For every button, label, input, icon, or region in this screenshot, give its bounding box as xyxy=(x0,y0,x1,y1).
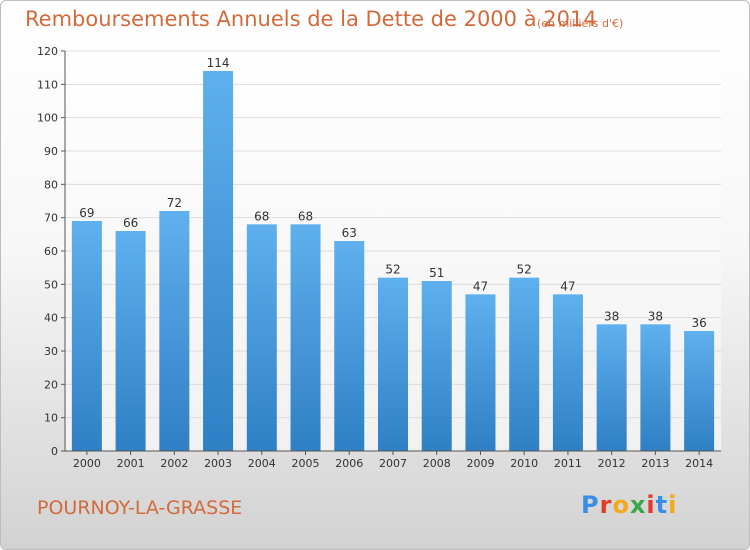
bar xyxy=(159,211,190,451)
bar-value-label: 38 xyxy=(648,309,663,323)
x-tick-label: 2008 xyxy=(423,457,451,470)
x-tick-label: 2002 xyxy=(160,457,188,470)
bar-value-label: 66 xyxy=(123,216,138,230)
y-tick-label: 120 xyxy=(37,45,58,58)
bar-value-label: 47 xyxy=(560,279,575,293)
x-tick-label: 2014 xyxy=(685,457,713,470)
bar-value-label: 52 xyxy=(517,263,532,277)
y-tick-label: 20 xyxy=(44,378,58,391)
y-tick-label: 110 xyxy=(37,78,58,91)
y-tick-label: 60 xyxy=(44,245,58,258)
x-tick-label: 2003 xyxy=(204,457,232,470)
y-tick-label: 0 xyxy=(51,445,58,458)
logo-letter: P xyxy=(581,491,600,519)
chart-title: Remboursements Annuels de la Dette de 20… xyxy=(25,7,597,31)
bar xyxy=(290,224,321,451)
bar-value-label: 68 xyxy=(254,209,269,223)
y-tick-label: 80 xyxy=(44,178,58,191)
x-tick-label: 2005 xyxy=(292,457,320,470)
x-tick-label: 2009 xyxy=(466,457,494,470)
logo-letter: r xyxy=(599,491,613,519)
bar-value-label: 38 xyxy=(604,309,619,323)
y-tick-label: 100 xyxy=(37,112,58,125)
y-tick-label: 70 xyxy=(44,212,58,225)
bar-value-label: 47 xyxy=(473,279,488,293)
logo-letter: i xyxy=(668,491,678,519)
bar-value-label: 36 xyxy=(691,316,706,330)
x-tick-label: 2007 xyxy=(379,457,407,470)
bar-value-label: 63 xyxy=(342,226,357,240)
bar xyxy=(246,224,277,451)
logo-letter: o xyxy=(612,491,630,519)
bar xyxy=(465,294,496,451)
y-tick-label: 40 xyxy=(44,312,58,325)
bar-value-label: 69 xyxy=(79,206,94,220)
chart-unit: (en milliers d'€) xyxy=(537,17,624,30)
bar xyxy=(421,281,452,451)
y-tick-label: 30 xyxy=(44,345,58,358)
y-tick-label: 90 xyxy=(44,145,58,158)
bar xyxy=(334,241,365,451)
x-tick-label: 2013 xyxy=(641,457,669,470)
bar xyxy=(596,324,627,451)
x-tick-label: 2011 xyxy=(554,457,582,470)
bar xyxy=(378,277,408,451)
bar-value-label: 52 xyxy=(385,263,400,277)
bar-value-label: 68 xyxy=(298,209,313,223)
bar-value-label: 114 xyxy=(207,56,230,70)
proxiti-logo: Proxiti xyxy=(581,491,677,519)
city-name: POURNOY-LA-GRASSE xyxy=(37,497,243,519)
y-tick-label: 50 xyxy=(44,278,58,291)
logo-letter: t xyxy=(655,491,669,519)
y-tick-label: 10 xyxy=(44,412,58,425)
bar xyxy=(684,331,715,451)
bar xyxy=(115,231,146,451)
bar xyxy=(552,294,583,451)
logo-letter: i xyxy=(646,491,656,519)
x-tick-label: 2001 xyxy=(117,457,145,470)
logo-letter: x xyxy=(629,491,647,519)
bar xyxy=(640,324,671,451)
bar-value-label: 51 xyxy=(429,266,444,280)
bar-value-label: 72 xyxy=(167,196,182,210)
x-tick-label: 2000 xyxy=(73,457,101,470)
x-tick-label: 2012 xyxy=(598,457,626,470)
bar xyxy=(71,221,102,451)
x-tick-label: 2004 xyxy=(248,457,276,470)
x-tick-label: 2006 xyxy=(335,457,363,470)
x-tick-label: 2010 xyxy=(510,457,538,470)
bar xyxy=(203,71,234,451)
bar xyxy=(509,277,540,451)
